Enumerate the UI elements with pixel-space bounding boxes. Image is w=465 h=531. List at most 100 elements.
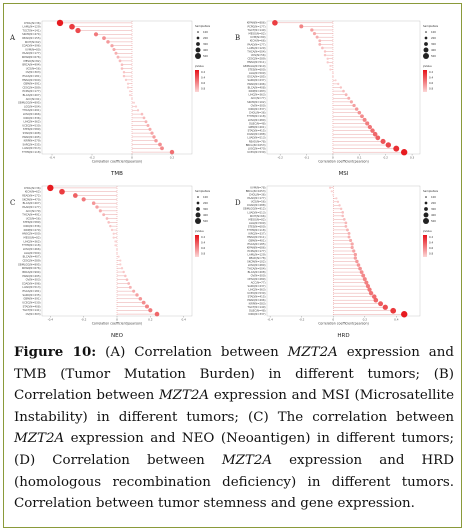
legend-pvalue-label: 0.8 bbox=[201, 87, 205, 91]
legend-size-label: 200 bbox=[431, 201, 436, 205]
data-point bbox=[146, 124, 150, 127]
data-point bbox=[299, 24, 304, 29]
legend-pvalue-label: 0.8 bbox=[429, 252, 433, 256]
data-point bbox=[142, 116, 146, 120]
row-label: KIRC(N=336) bbox=[23, 224, 40, 228]
data-point bbox=[126, 82, 130, 85]
data-point bbox=[350, 242, 354, 246]
data-point bbox=[118, 59, 122, 63]
data-point bbox=[365, 121, 370, 126]
data-point bbox=[341, 214, 345, 218]
row-label: KIRP(N=283) bbox=[249, 89, 266, 93]
data-point bbox=[102, 213, 106, 217]
row-label: KIRP(N=283) bbox=[249, 302, 266, 306]
data-point bbox=[315, 35, 319, 39]
row-label: CHOL(N=36) bbox=[249, 111, 266, 115]
row-label: KIRP(N=279) bbox=[24, 228, 41, 232]
data-point bbox=[361, 273, 366, 278]
data-point bbox=[331, 72, 334, 75]
legend-pvalue-label: 0.6 bbox=[429, 81, 433, 85]
row-label: OV(N=300) bbox=[251, 273, 266, 277]
row-label: DLBC(N=48) bbox=[249, 309, 265, 313]
row-label: PAAD(N=177) bbox=[247, 42, 265, 46]
row-label: ESCA(N=181) bbox=[23, 74, 41, 78]
chart-svg: A CHOL(N=36)LAML(N=129)TGCT(N=141)SKCM(N=… bbox=[9, 19, 210, 177]
data-point bbox=[357, 110, 362, 115]
row-label: STES(N=600) bbox=[248, 224, 266, 228]
data-point bbox=[312, 32, 317, 36]
legend-title-pvalue: pValue bbox=[423, 229, 432, 233]
data-point bbox=[116, 251, 118, 254]
data-point bbox=[114, 244, 117, 247]
panel-metric-label: TMB bbox=[110, 171, 123, 177]
legend-pvalue-label: 0.6 bbox=[201, 81, 205, 85]
data-point bbox=[354, 107, 359, 111]
data-point bbox=[135, 293, 139, 297]
row-label: SKCM(N=474) bbox=[22, 32, 40, 36]
row-label: THYM(N=118) bbox=[22, 150, 40, 154]
data-point bbox=[318, 42, 322, 46]
data-point bbox=[346, 228, 349, 232]
x-tick-label: -0.4 bbox=[267, 318, 273, 322]
row-label: UCEC(N=530) bbox=[22, 123, 40, 127]
data-point bbox=[367, 287, 372, 292]
plot-area bbox=[266, 20, 421, 155]
row-label: BLCA(N=408) bbox=[248, 270, 266, 274]
legend-size-dot bbox=[196, 201, 200, 205]
legend-size-label: 100 bbox=[203, 195, 208, 199]
data-point bbox=[98, 209, 102, 213]
legend-pvalue-label: 0.2 bbox=[429, 235, 433, 239]
row-label: TGCT(N=149) bbox=[247, 28, 265, 32]
data-point bbox=[75, 27, 81, 34]
data-point bbox=[323, 53, 327, 57]
data-point bbox=[117, 255, 120, 258]
x-tick-label: 0.4 bbox=[181, 318, 186, 322]
row-label: LUAD(N=513) bbox=[22, 285, 40, 289]
row-label: SARC(N=237) bbox=[247, 78, 265, 82]
data-point bbox=[131, 97, 133, 100]
legend-pvalue-label: 0.4 bbox=[201, 241, 205, 245]
row-label: KICH(N=66) bbox=[250, 39, 266, 43]
data-point bbox=[385, 142, 392, 148]
data-point bbox=[321, 46, 324, 50]
caption-text: expression and HRD (homologous recombina… bbox=[14, 452, 454, 512]
chart-svg: D UVM(N=78)BRCA(N=1053)CHOL(N=36)PAAD(N=1… bbox=[235, 186, 438, 339]
data-point bbox=[114, 240, 117, 243]
data-point bbox=[106, 40, 110, 44]
legend-size-label: 400 bbox=[203, 213, 208, 217]
data-point bbox=[112, 236, 115, 239]
data-point bbox=[362, 277, 367, 282]
legend-size-label: 300 bbox=[431, 207, 436, 211]
row-label: KICH(N=66) bbox=[250, 214, 266, 218]
data-point bbox=[372, 131, 378, 137]
data-point bbox=[331, 75, 334, 78]
legend-size-label: 300 bbox=[203, 207, 208, 211]
row-label: UCS(N=56) bbox=[26, 66, 41, 70]
row-label: MESO(N=82) bbox=[23, 59, 40, 63]
row-label: ESCA(N=185) bbox=[248, 242, 266, 246]
data-point bbox=[344, 93, 348, 97]
x-tick-label: -0.2 bbox=[81, 318, 87, 322]
legend-pvalue-gradient bbox=[423, 70, 427, 92]
row-label: KIPAN(N=886) bbox=[247, 21, 266, 25]
data-point bbox=[349, 100, 353, 104]
data-point bbox=[338, 204, 341, 207]
data-point bbox=[365, 284, 371, 289]
legend-size-label: 400 bbox=[431, 48, 436, 52]
row-label: STES(N=589) bbox=[23, 127, 41, 131]
row-label: LGG(N=504) bbox=[24, 251, 41, 255]
data-point bbox=[353, 252, 358, 257]
row-label: ACC(N=79) bbox=[26, 209, 41, 213]
data-point bbox=[144, 120, 148, 124]
data-point bbox=[370, 128, 375, 133]
row-label: STES(N=589) bbox=[23, 220, 41, 224]
data-point bbox=[150, 131, 154, 135]
data-point bbox=[378, 301, 384, 307]
row-label: CESC(N=289) bbox=[23, 258, 41, 262]
row-label: COAD(N=396) bbox=[22, 44, 41, 48]
row-label: CHOL(N=36) bbox=[249, 193, 266, 197]
data-point bbox=[362, 117, 367, 122]
figure-label: Figure 10: bbox=[14, 344, 97, 360]
row-label: KIRC(N=336) bbox=[23, 116, 40, 120]
data-point bbox=[114, 51, 118, 55]
